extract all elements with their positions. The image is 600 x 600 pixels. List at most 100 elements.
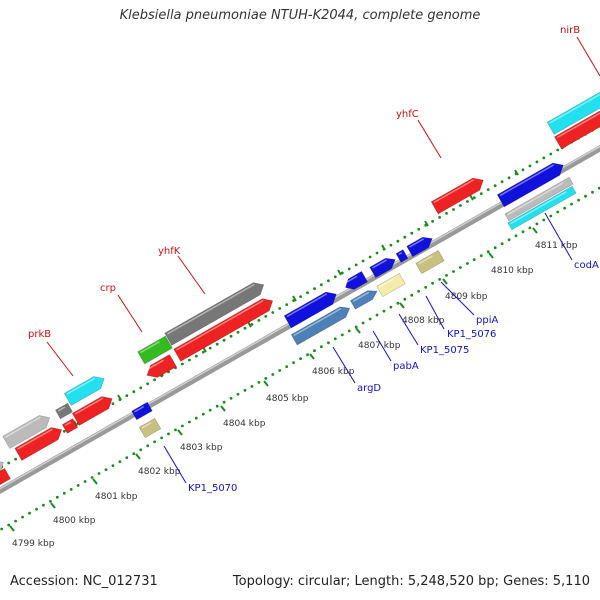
gene-lower-blue-4-shine [372,259,387,269]
guide-dot [340,271,344,275]
ruler-tick [488,252,494,259]
guide-dot [194,354,198,358]
gene-lower-blue-2 [283,291,337,329]
guide-dot [139,448,143,452]
guide-dot [153,378,157,382]
guide-dot [250,385,254,388]
guide-dot [486,250,490,254]
guide-dot [222,338,226,342]
guide-dot [410,293,414,297]
guide-dot [125,456,129,460]
gene-lower-cyan-codA-shape [507,185,577,231]
guide-dot [549,214,553,218]
ruler-tick-label: 4801 kbp [95,492,138,502]
guide-dot [55,495,59,499]
gene-label-yhfK: yhfK [158,246,181,257]
gene-label-crp: crp [100,283,116,294]
gene-upper-gray-2 [2,415,51,449]
guide-dot [49,499,52,503]
guide-dot [42,503,45,507]
guide-dot [306,291,309,295]
guide-dot [452,270,455,273]
gene-lower-gray-codA-shape [504,176,574,222]
gene-inner-red-2 [61,418,79,434]
ruler-tick-label: 4809 kbp [445,292,488,302]
gene-upper-dkgray-1-shine [57,406,66,412]
guide-dot [486,188,490,192]
guide-dot [563,206,567,210]
guide-tick [117,394,122,401]
leader-line [425,295,445,330]
guide-dot [368,255,372,259]
guide-dot [507,238,511,242]
gene-lower-steelblue-1-shape [290,306,351,346]
guide-dot [132,452,136,456]
guide-dot [521,230,525,234]
gene-upper-cyan-1-shine [66,377,96,395]
guide-dot [507,176,511,180]
gene-label-KP1_5076: KP1_5076 [447,329,496,340]
gene-inner-red-1-shape [14,427,63,461]
gene-label-pabA: pabA [393,361,419,372]
guide-dot [375,313,379,317]
guide-dot [201,350,205,354]
guide-dot [340,333,344,337]
guide-dot [7,461,11,465]
guide-dot [549,152,553,156]
ruler-tick-label: 4800 kbp [53,516,96,526]
accession-label: Accession: NC_012731 [10,574,158,589]
gene-lower-blue-3-shape [345,270,368,290]
gene-upper-gray-1 [0,460,4,480]
gene-inner-red-4-shine [145,359,164,371]
guide-tick [469,194,474,201]
leader-line [177,255,206,295]
ruler-tick-label: 4799 kbp [12,539,55,549]
guide-dot [0,527,4,531]
guide-dot [229,334,233,338]
gene-lower-steelblue-2-shape [349,290,378,310]
gene-lower-blue-5-shape [395,249,409,263]
gene-inner-red-3 [71,396,113,426]
guide-dot [14,519,17,523]
guide-dot [264,315,268,318]
ruler-tick-label: 4811 kbp [535,241,578,251]
gene-lower-blue-codA-shape [496,162,564,208]
gene-label-argD: argD [357,383,381,394]
gene-lower-steelblue-1 [290,306,351,346]
gene-label-yhfC: yhfC [396,109,419,120]
ruler-tick [399,302,405,309]
guide-tick [337,269,342,276]
guide-dot [472,258,476,261]
leader-line [576,36,600,77]
guide-dot [375,251,379,255]
ruler-tick-label: 4806 kbp [312,367,355,377]
guide-dot [139,386,143,390]
gene-inner-red-4-shape [146,354,177,378]
guide-dot [201,412,205,416]
guide-dot [69,488,73,491]
gene-lower-cyan-codA [507,185,577,231]
guide-dot [438,278,441,281]
guide-dot [104,468,108,471]
ruler-tick [442,278,448,285]
gene-lower-steelblue-1-shine [293,307,342,337]
gene-upper-cyan-nirB-shine [549,92,600,124]
guide-dot [466,262,469,265]
guide-dot [535,222,539,226]
ruler-tick-label: 4803 kbp [180,443,223,453]
guide-dot [188,358,191,362]
leader-line [440,281,475,316]
ruler-tick-label: 4808 kbp [402,316,445,326]
leader-line [332,346,356,384]
gene-label-prkB: prkB [28,329,51,340]
guide-dot [146,382,150,386]
guide-dot [208,408,212,412]
lower-dotted-guide [0,186,600,531]
gene-inner-red-4 [145,354,177,378]
guide-dot [313,349,316,353]
guide-dot [320,283,323,287]
gene-lower-khaki-2-shine [418,255,433,265]
